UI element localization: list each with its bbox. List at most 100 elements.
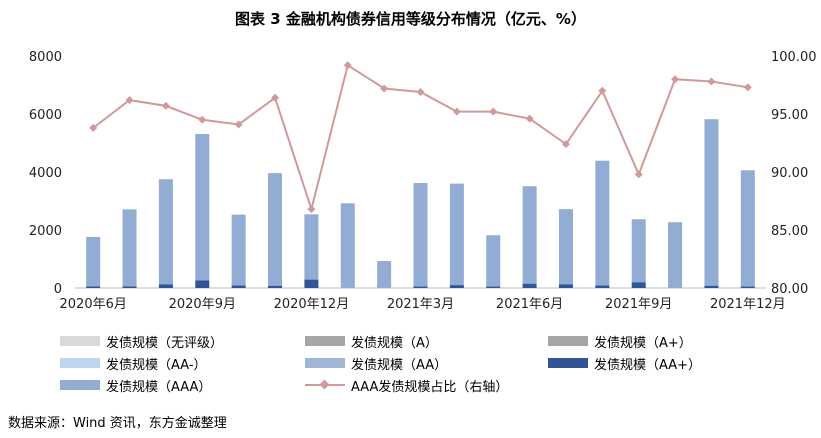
- bar-AAA-10: [449, 183, 464, 286]
- legend-swatch: [548, 336, 588, 346]
- bar-AAA-0: [86, 236, 101, 287]
- ratio-point-12: [525, 114, 534, 123]
- x-tick-label: 2021年3月: [387, 297, 454, 312]
- bar-AAA-6: [304, 214, 319, 280]
- bar-AAA-9: [413, 183, 428, 287]
- x-tick-label: 2021年9月: [605, 297, 672, 312]
- legend-label: 发债规模（无评级）: [106, 335, 224, 351]
- chart-title: 图表 3 金融机构债券信用等级分布情况（亿元、%）: [235, 10, 586, 28]
- bar-AAA-15: [631, 219, 646, 283]
- legend-swatch: [305, 380, 345, 390]
- bar-AAA-12: [522, 186, 537, 284]
- bar-AAA-7: [340, 203, 355, 288]
- bar-AAA-2: [158, 179, 173, 285]
- bar-AAA-1: [122, 209, 137, 287]
- bar-AA_plus-13: [558, 284, 573, 288]
- y-left-tick-label: 4000: [29, 166, 62, 181]
- y-right-tick-label: 100.00: [771, 50, 817, 65]
- ratio-point-4: [234, 120, 243, 129]
- x-tick-label: 2020年9月: [169, 297, 236, 312]
- legend-swatch: [60, 336, 100, 346]
- y-left-tick-label: 0: [54, 282, 62, 297]
- bar-AA_plus-15: [631, 282, 646, 288]
- y-right-tick-label: 80.00: [771, 282, 808, 297]
- bar-AA_plus-2: [158, 284, 173, 288]
- source-note: 数据来源：Wind 资讯，东方金诚整理: [8, 416, 227, 431]
- legend-swatch: [60, 358, 100, 368]
- ratio-point-7: [343, 61, 352, 70]
- y-right-tick-label: 95.00: [771, 108, 808, 123]
- ratio-point-3: [198, 115, 207, 124]
- legend: 发债规模（无评级） 发债规模（A） 发债规模（A+） 发债规模（AA-） 发债规模（AA…: [60, 331, 780, 395]
- legend-item-none: 发债规模（无评级）: [60, 331, 223, 351]
- legend-label: 发债规模（A）: [351, 335, 438, 351]
- chart-canvas: 0 2000 4000 6000 8000 80.00 85.00 90.00 95.00 100…: [29, 50, 817, 312]
- bar-AA_plus-10: [449, 285, 464, 288]
- y-left-tick-label: 2000: [29, 224, 62, 239]
- ratio-point-8: [380, 84, 389, 93]
- y-left-tick-label: 8000: [29, 50, 62, 65]
- ratio-point-11: [489, 107, 498, 116]
- ratio-point-2: [161, 101, 170, 110]
- ratio-point-10: [452, 107, 461, 116]
- x-tick-label: 2020年12月: [274, 297, 350, 312]
- bar-AAA-13: [558, 209, 573, 285]
- ratio-point-0: [89, 123, 98, 132]
- legend-swatch: [548, 358, 588, 368]
- ratio-point-6: [307, 205, 316, 214]
- legend-label: 发债规模（AA）: [351, 357, 448, 373]
- legend-label: 发债规模（AAA）: [106, 379, 212, 395]
- bar-AAA-14: [595, 160, 610, 286]
- x-tick-label: 2021年12月: [710, 297, 786, 312]
- bar-AA_plus-12: [522, 283, 537, 288]
- bar-AA_plus-14: [595, 285, 610, 288]
- bar-AAA-3: [195, 134, 210, 281]
- legend-item-A: 发债规模（A）: [305, 331, 438, 351]
- legend-swatch: [305, 336, 345, 346]
- legend-label: AAA发债规模占比（右轴）: [351, 379, 509, 395]
- ratio-point-18: [743, 83, 752, 92]
- ratio-point-17: [707, 77, 716, 86]
- axes-layer: 0 2000 4000 6000 8000 80.00 85.00 90.00 95.00 100…: [29, 50, 817, 312]
- x-tick-label: 2021年6月: [496, 297, 563, 312]
- bar-AA_plus-1: [122, 286, 137, 288]
- ratio-point-13: [561, 140, 570, 149]
- legend-item-A_plus: 发债规模（A+）: [548, 331, 692, 351]
- y-left-tick-label: 6000: [29, 108, 62, 123]
- legend-item-AA_minus: 发债规模（AA-）: [60, 353, 207, 373]
- bar-AA_plus-4: [231, 285, 246, 288]
- ratio-point-1: [125, 96, 134, 105]
- ratio-point-14: [598, 86, 607, 95]
- y-right-tick-label: 85.00: [771, 224, 808, 239]
- bar-AA_plus-3: [195, 280, 210, 288]
- legend-item-AAA: 发债规模（AAA）: [60, 375, 211, 395]
- bar-AA_plus-18: [740, 286, 755, 288]
- bar-AAA-16: [668, 222, 683, 288]
- bar-AA_plus-9: [413, 286, 428, 288]
- legend-label: 发债规模（AA+）: [594, 357, 702, 373]
- legend-item-AA_plus: 发债规模（AA+）: [548, 353, 701, 373]
- bar-AA_plus-5: [268, 285, 283, 288]
- ratio-point-5: [271, 93, 280, 102]
- legend-swatch: [60, 380, 100, 390]
- bar-AAA-4: [231, 214, 246, 286]
- bar-AAA-8: [377, 261, 392, 288]
- legend-item-ratio_line: AAA发债规模占比（右轴）: [305, 375, 508, 395]
- ratio-point-16: [671, 75, 680, 84]
- legend-swatch: [305, 358, 345, 368]
- bar-AAA-18: [740, 170, 755, 287]
- ratio-line-layer: [89, 61, 752, 214]
- y-right-tick-label: 90.00: [771, 166, 808, 181]
- bar-AAA-5: [268, 173, 283, 286]
- bar-AAA-17: [704, 119, 719, 286]
- legend-label: 发债规模（AA-）: [106, 357, 207, 373]
- x-tick-label: 2020年6月: [60, 297, 127, 312]
- ratio-point-15: [634, 170, 643, 179]
- bar-AA_plus-11: [486, 286, 501, 288]
- legend-item-AA: 发债规模（AA）: [305, 353, 447, 373]
- bar-AA_plus-6: [304, 279, 319, 288]
- bars-layer: [86, 119, 755, 288]
- legend-label: 发债规模（A+）: [594, 335, 692, 351]
- bar-AA_plus-17: [704, 285, 719, 288]
- ratio-point-9: [416, 87, 425, 96]
